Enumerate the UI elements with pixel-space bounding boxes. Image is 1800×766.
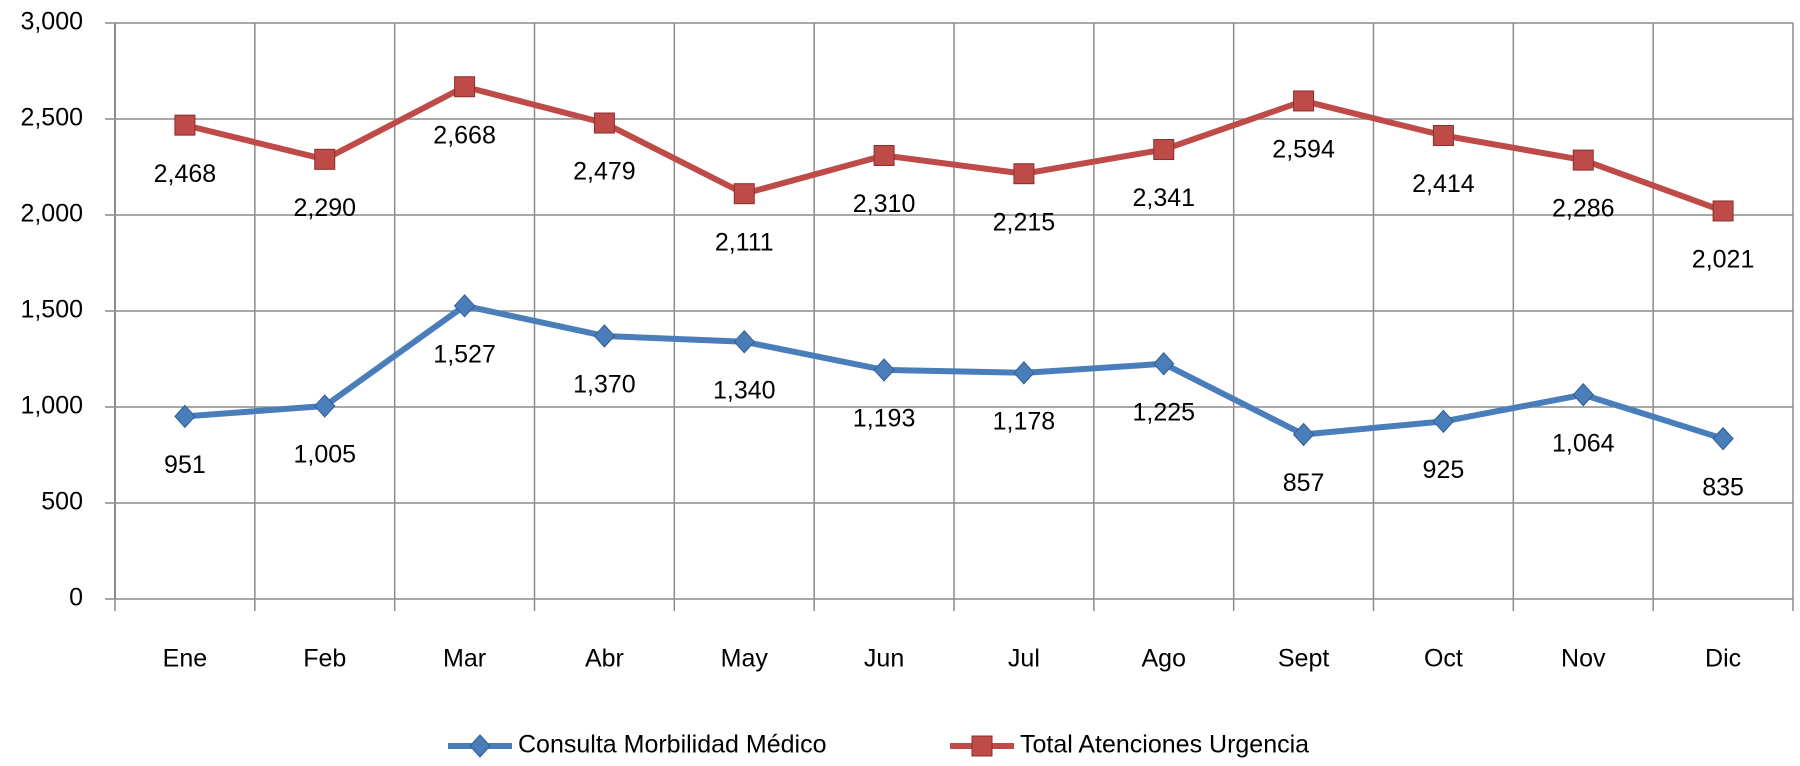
value-label: 2,594 (1272, 136, 1335, 164)
point-marker (453, 294, 476, 318)
y-tick-label: 3,000 (20, 8, 83, 36)
point-marker (733, 183, 755, 205)
point-marker (733, 329, 755, 354)
value-label: 1,064 (1552, 429, 1615, 457)
legend-marker (971, 735, 993, 757)
y-tick-label: 2,500 (20, 104, 83, 132)
y-tick-label: 1,500 (20, 296, 83, 324)
point-marker (1153, 352, 1175, 376)
point-marker (454, 76, 476, 98)
y-tick-label: 500 (41, 488, 83, 516)
value-label: 1,340 (713, 376, 776, 404)
value-label: 2,215 (993, 208, 1056, 236)
legend-marker (469, 734, 491, 758)
value-label: 2,468 (154, 160, 217, 188)
y-tick-label: 0 (69, 584, 83, 612)
point-marker (593, 112, 615, 134)
x-tick-label: Ene (163, 645, 207, 673)
x-tick-label: Abr (585, 645, 624, 673)
point-marker (1153, 139, 1175, 161)
point-marker (1293, 90, 1315, 112)
value-label: 2,414 (1412, 170, 1475, 198)
x-tick-label: Nov (1561, 645, 1606, 673)
value-label: 951 (164, 451, 206, 479)
value-label: 857 (1283, 469, 1325, 497)
y-tick-label: 2,000 (20, 200, 83, 228)
x-tick-label: Sept (1278, 645, 1329, 673)
point-marker (1432, 125, 1454, 147)
point-marker (873, 144, 895, 166)
point-marker (1013, 361, 1035, 385)
value-label: 2,341 (1132, 184, 1195, 212)
point-marker (873, 358, 895, 382)
x-tick-label: Ago (1142, 645, 1186, 673)
x-tick-label: Mar (443, 645, 486, 673)
series-line (184, 302, 1724, 442)
value-label: 2,111 (715, 228, 774, 256)
value-label: 2,668 (433, 121, 496, 149)
point-marker (1712, 426, 1734, 451)
point-marker (1432, 409, 1455, 434)
value-label: 1,370 (573, 371, 636, 399)
x-tick-label: May (721, 645, 769, 673)
point-marker (1013, 163, 1035, 185)
value-label: 1,527 (433, 340, 496, 368)
point-marker (314, 148, 336, 170)
point-marker (314, 394, 336, 418)
value-label: 2,290 (293, 194, 356, 222)
value-label: 1,225 (1132, 398, 1195, 426)
value-label: 2,021 (1692, 246, 1755, 274)
point-marker (1572, 149, 1594, 171)
value-label: 2,479 (573, 158, 636, 186)
point-marker (1712, 200, 1734, 222)
value-label: 1,005 (293, 441, 356, 469)
point-marker (1292, 422, 1315, 447)
value-label: 2,286 (1552, 195, 1615, 223)
value-label: 925 (1423, 456, 1465, 484)
x-tick-label: Feb (303, 645, 346, 673)
point-marker (593, 324, 616, 348)
x-tick-label: Oct (1424, 645, 1463, 673)
value-label: 1,193 (853, 405, 916, 433)
point-marker (174, 114, 196, 136)
y-tick-label: 1,000 (20, 392, 83, 420)
legend-label: Total Atenciones Urgencia (1020, 731, 1309, 759)
x-tick-label: Jun (864, 645, 904, 673)
legend-label: Consulta Morbilidad Médico (518, 731, 826, 759)
x-tick-label: Jul (1008, 645, 1040, 673)
x-tick-label: Dic (1705, 645, 1741, 673)
series-line (184, 83, 1725, 214)
value-label: 1,178 (993, 407, 1056, 435)
point-marker (1572, 382, 1594, 407)
value-label: 835 (1702, 473, 1744, 501)
value-label: 2,310 (853, 190, 916, 218)
point-marker (174, 404, 196, 429)
